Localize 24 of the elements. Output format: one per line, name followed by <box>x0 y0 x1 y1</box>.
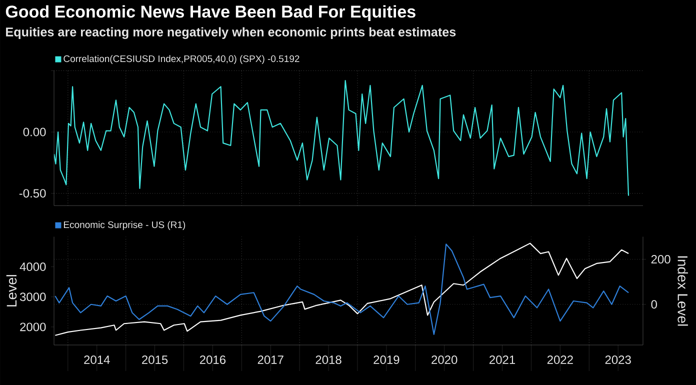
y-tick-label: 3000 <box>20 292 46 302</box>
x-tick-label: 2014 <box>84 356 110 364</box>
chart-title: Good Economic News Have Been Bad For Equities <box>6 5 416 22</box>
y-tick-label: 0.00 <box>23 128 46 136</box>
x-tick-label: 2018 <box>316 356 342 364</box>
y2-tick-label: 0 <box>651 300 657 309</box>
x-tick-label: 2020 <box>432 356 458 364</box>
x-tick-label: 2016 <box>200 356 226 364</box>
x-tick-label: 2019 <box>374 356 400 364</box>
x-tick-label: 2023 <box>605 356 631 364</box>
y2-axis-title: Index Level <box>678 256 688 326</box>
x-tick-label: 2017 <box>258 356 284 364</box>
y-axis-title: Level <box>6 275 17 306</box>
y-tick-label: 4000 <box>20 262 46 272</box>
legend-label: Correlation(CESIUSD Index,PR005,40,0) (SPX) -0.5192 <box>64 55 300 64</box>
x-tick-label: 2021 <box>490 356 516 364</box>
y-tick-label: -0.50 <box>19 189 46 198</box>
x-tick-label: 2022 <box>547 356 573 364</box>
y2-tick-label: 200 <box>651 255 670 264</box>
legend-label: Economic Surprise - US (R1) <box>64 221 186 230</box>
y-tick-label: 2000 <box>20 322 46 332</box>
chart-subtitle: Equities are reacting more negatively when economic prints beat estimates <box>6 27 456 39</box>
line-series <box>54 80 630 196</box>
x-tick-label: 2015 <box>142 356 168 364</box>
